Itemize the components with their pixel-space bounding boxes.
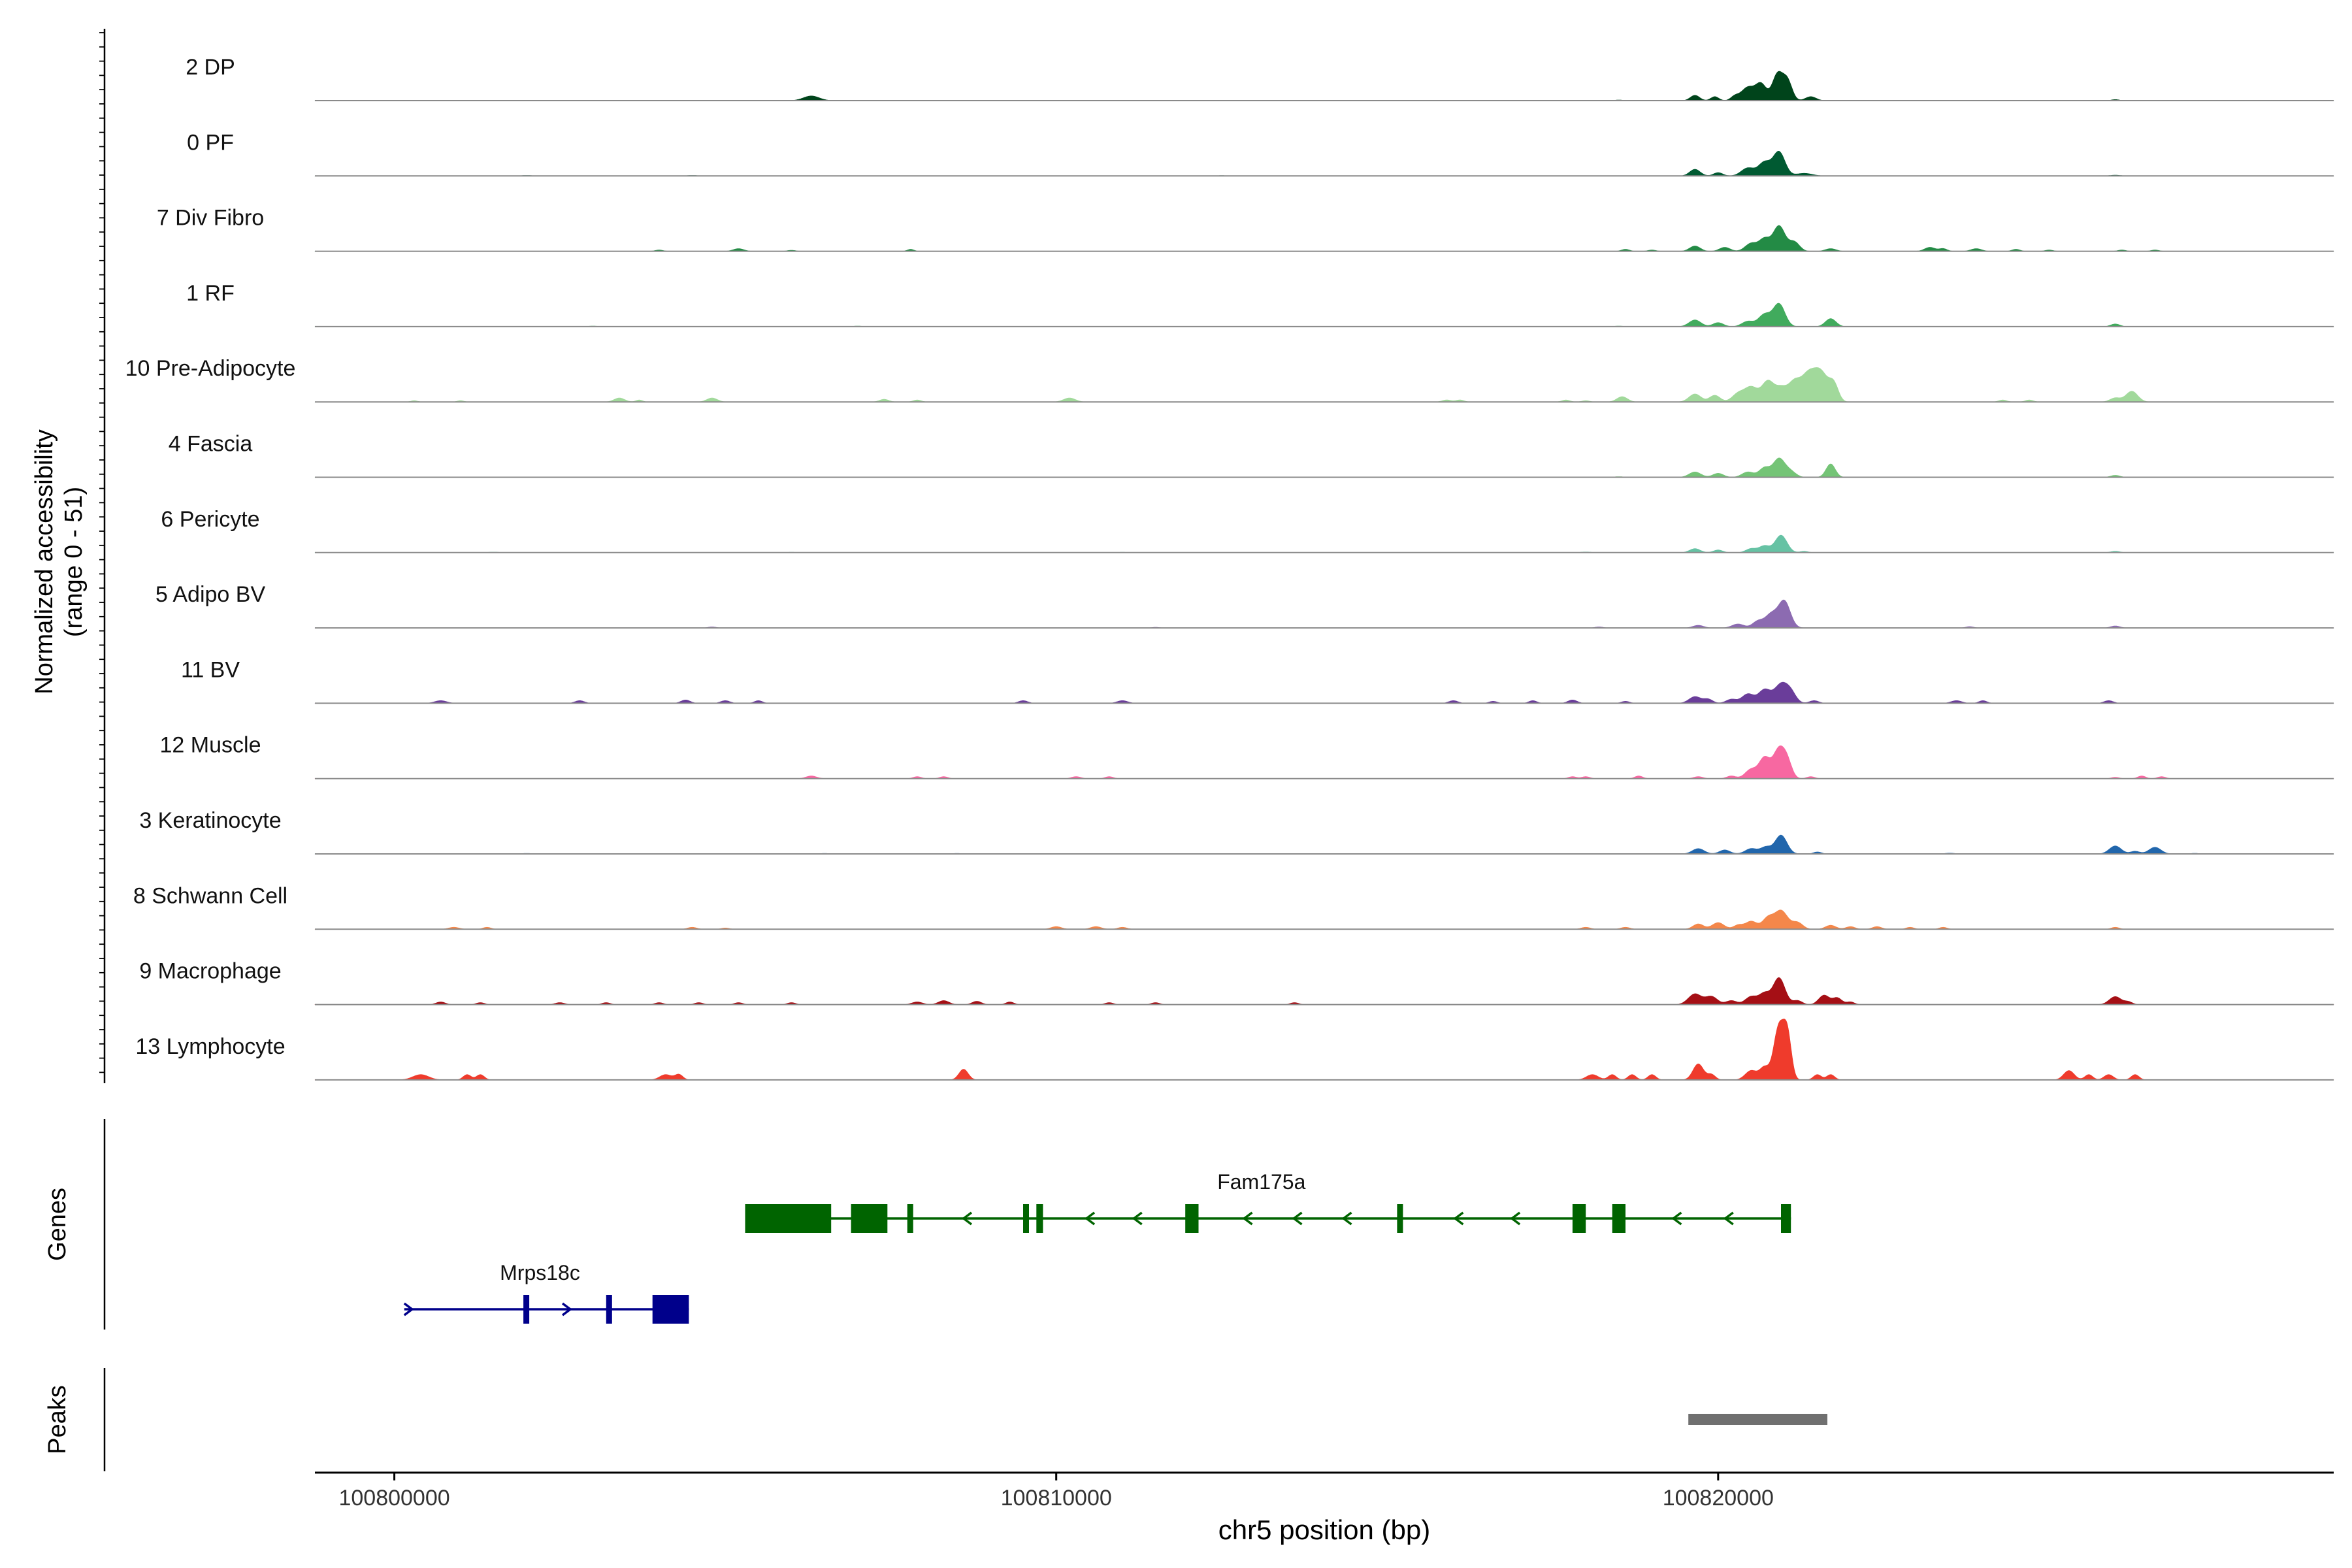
track-signal [314,681,2334,704]
track-label: 6 Pericyte [161,507,259,532]
x-tick-label: 100820000 [1663,1486,1774,1511]
strand-chevron [1671,1211,1682,1226]
track-4: 1 RF [186,281,2334,327]
track-label: 1 RF [186,281,235,306]
track-signal [314,1019,2334,1081]
peak-ranges [1688,1414,1827,1425]
gene-label: Mrps18c [500,1261,580,1284]
track-7: 6 Pericyte [161,507,2334,553]
strand-chevron [1242,1211,1253,1226]
gene-exon [907,1204,913,1233]
track-signal [314,367,2334,402]
track-2: 0 PF [187,130,2334,177]
gene-exon [1781,1204,1791,1233]
track-10: 12 Muscle [160,733,2334,779]
track-signal [314,302,2334,327]
gene-fam175a: Fam175a [745,1170,1791,1233]
track-5: 10 Pre-Adipocyte [125,356,2334,403]
track-signal [314,457,2334,478]
track-signal [314,745,2334,779]
strand-chevron [403,1302,414,1316]
track-9: 11 BV [181,657,2334,704]
track-signal [314,834,2334,855]
track-12: 8 Schwann Cell [133,883,2334,930]
strand-chevron [1085,1211,1096,1226]
genes-panel-label: Genes [44,1188,71,1261]
track-11: 3 Keratinocyte [139,808,2334,855]
track-signal [314,225,2334,252]
gene-exon [1023,1204,1029,1233]
track-13: 9 Macrophage [139,959,2334,1005]
track-signal [314,71,2334,101]
peak-range-bar [1688,1414,1827,1425]
gene-mrps18c: Mrps18c [403,1261,689,1324]
track-label: 4 Fascia [169,432,253,457]
track-1: 2 DP [186,55,2334,101]
track-3: 7 Div Fibro [157,206,2334,252]
track-8: 5 Adipo BV [155,582,2334,629]
track-signal [314,909,2334,930]
track-14: 13 Lymphocyte [135,1019,2334,1081]
x-tick-label: 100800000 [338,1486,449,1511]
gene-exon [523,1295,530,1324]
track-label: 2 DP [186,55,235,80]
track-label: 3 Keratinocyte [139,808,281,833]
track-label: 11 BV [181,657,240,682]
strand-chevron [1292,1211,1303,1226]
gene-exon [1185,1204,1199,1233]
y-axis-ticks [99,32,105,1073]
strand-chevron [1132,1211,1143,1226]
track-signal [314,534,2334,553]
strand-chevron [1453,1211,1464,1226]
strand-chevron [1723,1211,1734,1226]
gene-exon [1397,1204,1403,1233]
track-label: 9 Macrophage [139,959,281,984]
gene-label: Fam175a [1217,1170,1305,1194]
track-signal [314,977,2334,1005]
strand-chevron [962,1211,972,1226]
gene-annotations: Fam175a Mrps18c [403,1170,1791,1324]
gene-exon [851,1204,888,1233]
gene-exon [1612,1204,1625,1233]
track-signal [314,151,2334,176]
y-axis-label-line2: (range 0 - 51) [60,487,88,637]
track-signal [314,599,2334,629]
x-axis-label: chr5 position (bp) [1218,1514,1431,1545]
track-label: 0 PF [187,130,234,155]
x-tick-label: 100810000 [1001,1486,1112,1511]
track-label: 10 Pre-Adipocyte [125,356,296,381]
strand-chevron [1510,1211,1521,1226]
strand-chevron [1341,1211,1352,1226]
gene-exon [745,1204,832,1233]
peaks-panel-label: Peaks [44,1385,71,1454]
gene-exon [652,1295,689,1324]
track-label: 5 Adipo BV [155,582,266,607]
x-axis-ticks: 100800000 100810000 100820000 [338,1473,1774,1511]
track-label: 13 Lymphocyte [135,1034,285,1059]
y-axis-label-line1: Normalized accessibility [31,429,58,694]
track-label: 12 Muscle [160,733,261,758]
gene-exon [1036,1204,1043,1233]
y-axis [99,29,106,1083]
gene-exon [606,1295,612,1324]
strand-chevron [561,1302,572,1316]
track-label: 8 Schwann Cell [133,883,287,908]
coverage-tracks: 2 DP 0 PF 7 Div Fibro 1 RF 10 Pre-Adipocyte 4… [125,55,2334,1081]
track-6: 4 Fascia [169,432,2334,478]
gene-exon [1572,1204,1586,1233]
track-label: 7 Div Fibro [157,206,264,231]
